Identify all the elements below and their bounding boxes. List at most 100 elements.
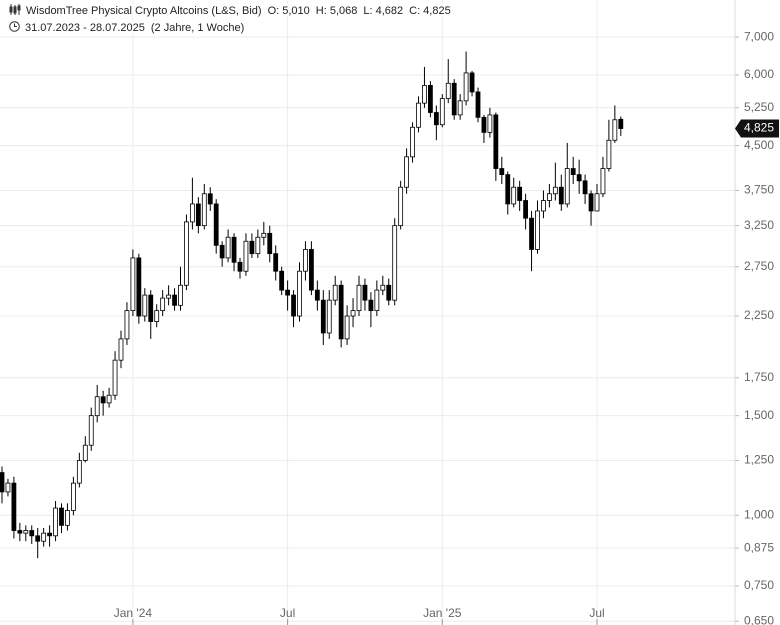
candle-body	[576, 174, 582, 182]
candle-body	[588, 193, 594, 212]
range-line: 31.07.2023 - 28.07.2025 (2 Jahre, 1 Woche…	[6, 21, 254, 34]
candle-body	[124, 310, 130, 340]
candle-body	[600, 168, 606, 195]
x-tick-label: Jan '24	[114, 606, 153, 620]
high: H: 5,068	[315, 5, 358, 17]
candle-body	[529, 217, 534, 250]
candle-body	[564, 168, 570, 205]
candle-body	[225, 236, 231, 259]
candle-body	[582, 180, 588, 195]
y-tick-label: 0,750	[744, 578, 774, 592]
candle-body	[76, 460, 82, 484]
candle-body	[189, 203, 195, 223]
candle-body	[463, 72, 469, 102]
candle-body	[439, 98, 445, 126]
candle-body	[303, 249, 308, 272]
y-tick-label: 3,250	[744, 218, 774, 232]
candle-body	[475, 91, 481, 118]
candle-body	[207, 193, 213, 205]
candle-body	[112, 359, 118, 396]
candle-body	[350, 310, 356, 317]
candle-body	[35, 535, 41, 542]
candle-body	[427, 85, 433, 113]
y-tick-label: 3,750	[744, 183, 774, 197]
candle-body	[523, 200, 528, 219]
candle-body	[243, 240, 249, 272]
title: WisdomTree Physical Crypto Altcoins (L&S…	[26, 5, 262, 17]
candle-body	[53, 507, 58, 537]
candle-body	[320, 299, 326, 334]
candle-body	[0, 472, 5, 493]
candle-body	[106, 394, 112, 404]
candle-body	[219, 244, 225, 259]
candle-body	[130, 257, 136, 312]
y-tick-label: 6,000	[744, 67, 774, 81]
x-tick-label: Jul	[280, 606, 295, 620]
candle-body	[380, 284, 386, 291]
candle-body	[487, 114, 493, 133]
candle-body	[213, 203, 219, 246]
candle-body	[65, 510, 70, 526]
candle-body	[29, 530, 35, 537]
candle-body	[481, 116, 487, 133]
candle-body	[249, 240, 255, 255]
candle-body	[71, 482, 76, 511]
candle-body	[404, 156, 410, 188]
candle-body	[451, 82, 457, 116]
candle-body	[493, 114, 499, 169]
candle-body	[184, 221, 189, 286]
candle-body	[416, 102, 421, 128]
candle-body	[291, 294, 296, 317]
candle-body	[261, 232, 267, 238]
candle-body	[511, 186, 517, 205]
candle-body	[154, 310, 160, 322]
candle-body	[88, 415, 94, 446]
candle-body	[422, 85, 427, 104]
x-tick-label: Jan '25	[423, 606, 462, 620]
candle-body	[23, 530, 29, 534]
candle-icon	[9, 4, 21, 15]
y-tick-label: 1,000	[744, 507, 774, 521]
candle-body	[469, 72, 475, 93]
y-tick-label: 1,750	[744, 370, 774, 384]
candle-body	[142, 294, 148, 317]
candle-body	[344, 315, 350, 340]
candle-body	[160, 297, 166, 312]
candle-body	[297, 270, 302, 317]
candle-body	[398, 186, 404, 227]
candle-body	[368, 299, 374, 312]
candle-body	[237, 261, 243, 272]
open: O: 5,010	[267, 5, 310, 17]
candle-body	[314, 289, 320, 301]
y-tick-label: 7,000	[744, 29, 774, 43]
y-tick-label: 1,250	[744, 453, 774, 467]
duration: (2 Jahre, 1 Woche)	[150, 22, 245, 34]
y-tick-label: 0,875	[744, 540, 774, 554]
candle-body	[166, 294, 172, 299]
candle-body	[47, 532, 52, 537]
candle-body	[606, 139, 612, 169]
candle-body	[136, 257, 142, 317]
candle-body	[59, 507, 64, 526]
clock-icon	[9, 21, 20, 32]
candle-body	[5, 482, 11, 493]
candle-body	[178, 284, 183, 306]
candle-body	[94, 396, 100, 417]
candle-body	[362, 284, 368, 301]
candle-body	[517, 186, 523, 201]
close: C: 4,825	[409, 5, 451, 17]
candle-body	[326, 299, 332, 334]
candle-body	[570, 168, 576, 176]
candle-body	[308, 249, 314, 291]
low: L: 4,682	[363, 5, 404, 17]
date-range: 31.07.2023 - 28.07.2025	[25, 22, 145, 34]
y-tick-label: 2,250	[744, 308, 774, 322]
x-tick-label: Jul	[589, 606, 604, 620]
candle-body	[279, 270, 285, 291]
candle-body	[356, 284, 362, 312]
price-tag	[735, 119, 779, 138]
candle-body	[445, 82, 451, 99]
y-tick-label: 2,750	[744, 259, 774, 273]
candle-body	[100, 396, 106, 404]
